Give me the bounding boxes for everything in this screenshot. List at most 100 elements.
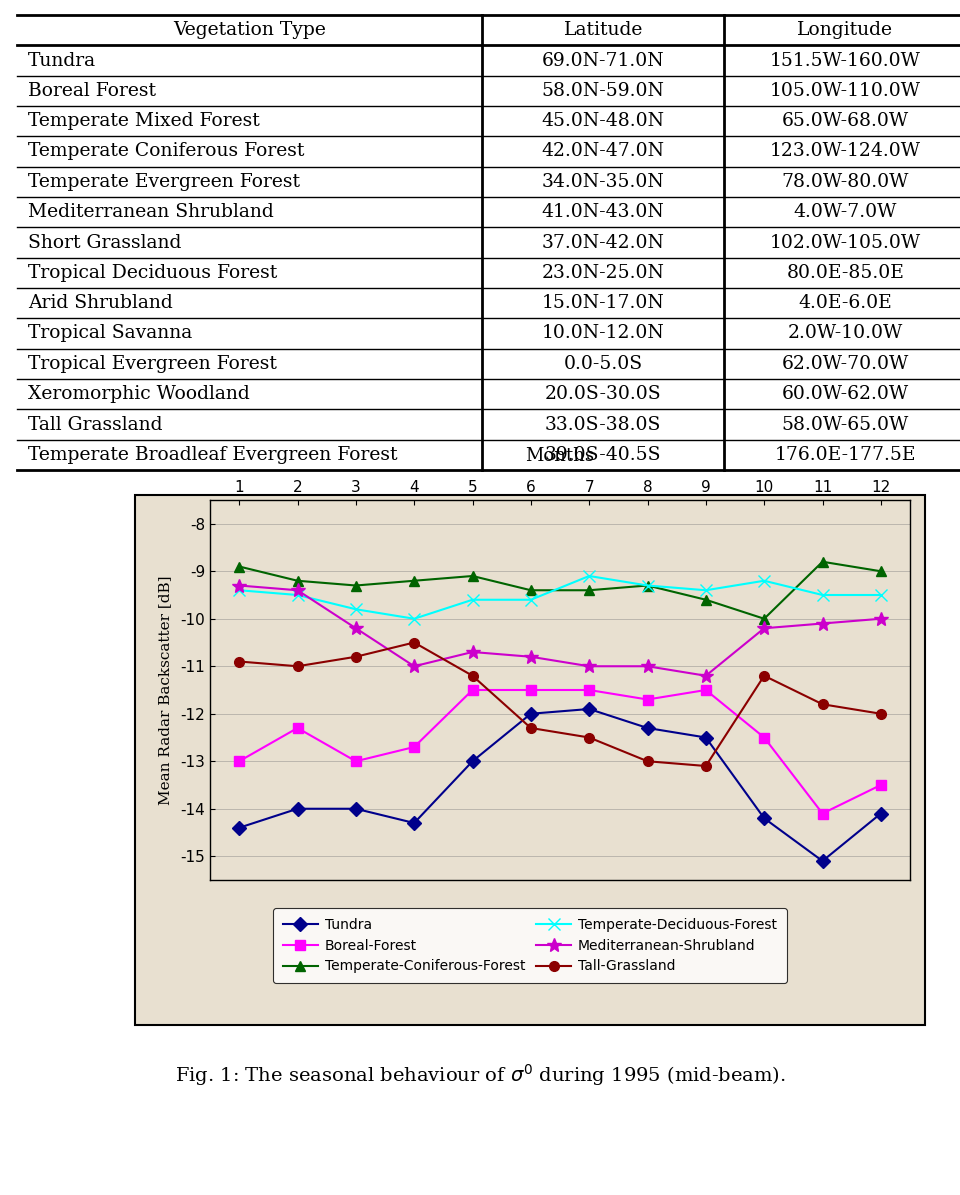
Text: Temperate Evergreen Forest: Temperate Evergreen Forest bbox=[28, 173, 300, 191]
Text: 105.0W-110.0W: 105.0W-110.0W bbox=[770, 81, 921, 100]
Text: 42.0N-47.0N: 42.0N-47.0N bbox=[541, 142, 664, 160]
Line: Mediterranean-Shrubland: Mediterranean-Shrubland bbox=[232, 578, 888, 682]
Text: 123.0W-124.0W: 123.0W-124.0W bbox=[770, 142, 921, 160]
Tundra bbox=[584, 701, 595, 716]
Mediterranean-Shrubland bbox=[408, 660, 420, 674]
Temperate-Coniferous-Forest bbox=[876, 564, 887, 578]
Tundra bbox=[408, 816, 420, 831]
Text: 39.0S-40.5S: 39.0S-40.5S bbox=[545, 446, 661, 464]
Mediterranean-Shrubland bbox=[758, 621, 770, 636]
Text: Tundra: Tundra bbox=[28, 51, 96, 69]
Temperate-Deciduous-Forest bbox=[584, 569, 595, 583]
Tall-Grassland bbox=[292, 660, 303, 674]
Temperate-Coniferous-Forest bbox=[467, 569, 478, 583]
Line: Temperate-Coniferous-Forest: Temperate-Coniferous-Forest bbox=[234, 557, 886, 624]
Tundra bbox=[350, 802, 362, 816]
Text: 4.0E-6.0E: 4.0E-6.0E bbox=[799, 294, 893, 312]
Text: 78.0W-80.0W: 78.0W-80.0W bbox=[781, 173, 909, 191]
Tundra bbox=[700, 730, 711, 744]
Temperate-Coniferous-Forest bbox=[817, 554, 828, 569]
Temperate-Coniferous-Forest bbox=[700, 593, 711, 607]
Temperate-Deciduous-Forest bbox=[233, 583, 245, 598]
Text: Fig. 1: The seasonal behaviour of $\sigma^0$ during 1995 (mid-beam).: Fig. 1: The seasonal behaviour of $\sigm… bbox=[175, 1062, 785, 1087]
Text: 176.0E-177.5E: 176.0E-177.5E bbox=[775, 446, 916, 464]
Tundra bbox=[641, 721, 653, 735]
Text: 80.0E-85.0E: 80.0E-85.0E bbox=[786, 264, 904, 282]
Tall-Grassland bbox=[525, 721, 537, 735]
Text: 60.0W-62.0W: 60.0W-62.0W bbox=[781, 385, 909, 403]
Tall-Grassland bbox=[408, 636, 420, 650]
Boreal-Forest bbox=[876, 778, 887, 792]
Boreal-Forest bbox=[292, 721, 303, 735]
Temperate-Coniferous-Forest bbox=[292, 574, 303, 588]
Text: Temperate Coniferous Forest: Temperate Coniferous Forest bbox=[28, 142, 304, 160]
Tall-Grassland bbox=[641, 754, 653, 768]
Mediterranean-Shrubland bbox=[641, 660, 653, 674]
Boreal-Forest bbox=[408, 740, 420, 754]
Mediterranean-Shrubland bbox=[233, 578, 245, 593]
Text: 23.0N-25.0N: 23.0N-25.0N bbox=[541, 264, 664, 282]
Text: 41.0N-43.0N: 41.0N-43.0N bbox=[541, 203, 664, 221]
Text: 65.0W-68.0W: 65.0W-68.0W bbox=[781, 112, 909, 130]
Text: 0.0-5.0S: 0.0-5.0S bbox=[564, 355, 643, 373]
Temperate-Coniferous-Forest bbox=[350, 578, 362, 593]
Temperate-Deciduous-Forest bbox=[758, 574, 770, 588]
Title: Months: Months bbox=[525, 447, 594, 465]
Text: 62.0W-70.0W: 62.0W-70.0W bbox=[781, 355, 909, 373]
Text: Tropical Deciduous Forest: Tropical Deciduous Forest bbox=[28, 264, 277, 282]
Line: Tall-Grassland: Tall-Grassland bbox=[234, 638, 886, 771]
Tall-Grassland bbox=[700, 759, 711, 773]
Text: Boreal Forest: Boreal Forest bbox=[28, 81, 156, 100]
Text: Tall Grassland: Tall Grassland bbox=[28, 416, 162, 434]
Text: Tropical Savanna: Tropical Savanna bbox=[28, 325, 192, 343]
Mediterranean-Shrubland bbox=[350, 621, 362, 636]
Temperate-Coniferous-Forest bbox=[641, 578, 653, 593]
Temperate-Coniferous-Forest bbox=[233, 559, 245, 574]
Boreal-Forest bbox=[817, 807, 828, 821]
Text: Xeromorphic Woodland: Xeromorphic Woodland bbox=[28, 385, 250, 403]
Tundra bbox=[525, 706, 537, 721]
Text: Mediterranean Shrubland: Mediterranean Shrubland bbox=[28, 203, 274, 221]
Boreal-Forest bbox=[641, 692, 653, 706]
Text: 4.0W-7.0W: 4.0W-7.0W bbox=[794, 203, 898, 221]
Mediterranean-Shrubland bbox=[584, 660, 595, 674]
Text: 151.5W-160.0W: 151.5W-160.0W bbox=[770, 51, 921, 69]
Mediterranean-Shrubland bbox=[467, 645, 478, 660]
Tundra bbox=[876, 807, 887, 821]
Text: Temperate Broadleaf Evergreen Forest: Temperate Broadleaf Evergreen Forest bbox=[28, 446, 397, 464]
Text: 33.0S-38.0S: 33.0S-38.0S bbox=[545, 416, 661, 434]
Tall-Grassland bbox=[350, 650, 362, 664]
Text: 2.0W-10.0W: 2.0W-10.0W bbox=[788, 325, 903, 343]
Boreal-Forest bbox=[525, 682, 537, 697]
Y-axis label: Mean Radar Backscatter [dB]: Mean Radar Backscatter [dB] bbox=[158, 575, 172, 804]
Text: Tropical Evergreen Forest: Tropical Evergreen Forest bbox=[28, 355, 276, 373]
Text: 45.0N-48.0N: 45.0N-48.0N bbox=[541, 112, 664, 130]
Temperate-Coniferous-Forest bbox=[584, 583, 595, 598]
Text: 34.0N-35.0N: 34.0N-35.0N bbox=[541, 173, 664, 191]
Mediterranean-Shrubland bbox=[525, 650, 537, 664]
Text: 69.0N-71.0N: 69.0N-71.0N bbox=[541, 51, 664, 69]
Temperate-Coniferous-Forest bbox=[758, 612, 770, 626]
Mediterranean-Shrubland bbox=[817, 617, 828, 631]
Text: 10.0N-12.0N: 10.0N-12.0N bbox=[541, 325, 664, 343]
Legend: Tundra, Boreal-Forest, Temperate-Coniferous-Forest, Temperate-Deciduous-Forest, : Tundra, Boreal-Forest, Temperate-Conifer… bbox=[274, 908, 786, 983]
Mediterranean-Shrubland bbox=[700, 668, 711, 682]
Temperate-Coniferous-Forest bbox=[408, 574, 420, 588]
Tundra bbox=[292, 802, 303, 816]
Tall-Grassland bbox=[876, 706, 887, 721]
Text: 58.0W-65.0W: 58.0W-65.0W bbox=[781, 416, 909, 434]
Boreal-Forest bbox=[758, 730, 770, 744]
Mediterranean-Shrubland bbox=[292, 583, 303, 598]
Tundra bbox=[758, 811, 770, 826]
Temperate-Deciduous-Forest bbox=[292, 588, 303, 602]
Text: 20.0S-30.0S: 20.0S-30.0S bbox=[545, 385, 661, 403]
Text: Longitude: Longitude bbox=[798, 22, 894, 39]
Text: Latitude: Latitude bbox=[564, 22, 643, 39]
Boreal-Forest bbox=[467, 682, 478, 697]
Temperate-Deciduous-Forest bbox=[817, 588, 828, 602]
Tall-Grassland bbox=[233, 655, 245, 669]
Text: Short Grassland: Short Grassland bbox=[28, 233, 181, 251]
Tall-Grassland bbox=[758, 668, 770, 682]
Temperate-Deciduous-Forest bbox=[408, 612, 420, 626]
Text: 37.0N-42.0N: 37.0N-42.0N bbox=[541, 233, 664, 251]
